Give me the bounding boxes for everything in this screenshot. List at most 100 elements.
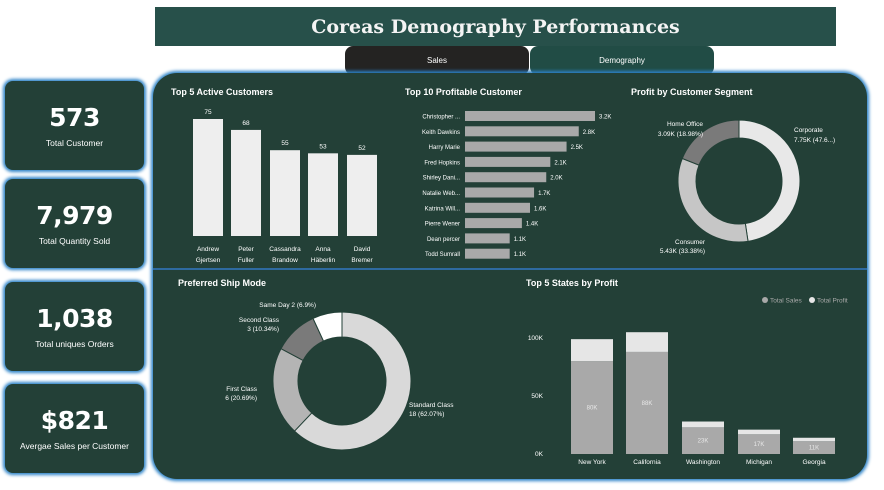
dashboard-title-bar: Coreas Demography Performances <box>155 7 836 46</box>
x-tick-label: California <box>633 459 661 466</box>
x-tick-label: New York <box>578 459 606 466</box>
profitable-customer-bar <box>465 233 510 244</box>
sales-bar-segment <box>571 361 613 454</box>
tab-sales[interactable]: Sales <box>345 46 529 75</box>
profit-bar-segment <box>571 339 613 362</box>
active-customer-bar <box>347 154 377 236</box>
bar-data-label: 1.6K <box>534 206 546 212</box>
bar-data-label: 53 <box>319 143 327 150</box>
slice-label: Second Class <box>239 317 280 324</box>
kpi-value: 1,038 <box>36 304 113 333</box>
y-tick-label: 0K <box>535 451 544 458</box>
segment-slice <box>738 119 801 242</box>
profitable-customer-bar <box>465 172 547 183</box>
profitable-customer-bar <box>465 126 579 137</box>
panel-divider <box>153 268 867 270</box>
bar-data-label: 2.5K <box>571 145 583 151</box>
slice-label: 5.43K (33.38%) <box>660 248 705 255</box>
legend-label: Total Profit <box>817 298 848 305</box>
states-profit-title: Top 5 States by Profit <box>526 278 618 288</box>
bar-data-label: 17K <box>754 442 765 448</box>
y-tick-label: 100K <box>528 335 544 342</box>
ship-mode-slice <box>272 347 313 432</box>
x-tick-label: Brandow <box>272 257 298 264</box>
legend-label: Total Sales <box>770 298 803 305</box>
segment-slice <box>681 119 740 166</box>
y-tick-label: Natalie Web... <box>422 191 460 197</box>
profitable-customer-bar <box>465 111 595 121</box>
legend-marker <box>762 297 768 303</box>
legend-marker <box>809 297 815 303</box>
bar-data-label: 23K <box>698 439 709 445</box>
x-tick-label: Andrew <box>197 246 219 253</box>
x-tick-label: David <box>354 246 371 253</box>
bar-data-label: 52 <box>358 145 366 152</box>
y-tick-label: 50K <box>531 393 543 400</box>
profit-bar-segment <box>626 332 668 352</box>
profitable-customer-bar <box>465 248 510 259</box>
y-tick-label: Fred Hopkins <box>424 160 460 166</box>
slice-label: First Class <box>226 386 257 393</box>
sales-bar-segment <box>626 351 668 454</box>
profitable-customers-title: Top 10 Profitable Customer <box>405 87 522 97</box>
slice-label: 3.09K (18.98%) <box>658 131 703 138</box>
y-tick-label: Todd Sumrall <box>425 252 460 258</box>
active-customer-bar <box>270 150 300 236</box>
bar-data-label: 55 <box>281 140 289 147</box>
x-tick-label: Anna <box>315 246 331 253</box>
ship-mode-slice <box>293 311 412 451</box>
kpi-value: 573 <box>49 103 100 132</box>
sales-bar-segment <box>682 427 724 454</box>
y-tick-label: Dean percer <box>427 237 460 243</box>
x-tick-label: Michigan <box>746 459 772 466</box>
bar-data-label: 2.8K <box>583 130 595 136</box>
bar-data-label: 2.1K <box>554 160 566 166</box>
dashboard-title: Coreas Demography Performances <box>311 15 680 38</box>
slice-label: Same Day 2 (6.9%) <box>259 302 316 309</box>
main-panel <box>153 73 867 479</box>
bar-data-label: 75 <box>204 109 212 116</box>
profit-bar-segment <box>738 429 780 435</box>
y-tick-label: Shirley Dani... <box>423 176 461 182</box>
active-customer-bar <box>231 129 261 236</box>
profitable-customer-bar <box>465 202 530 213</box>
sales-bar-segment <box>793 441 835 454</box>
kpi-card-total-quantity: 7,979 Total Quantity Sold <box>5 179 144 268</box>
active-customer-bar <box>308 153 338 236</box>
segment-slice <box>677 157 749 243</box>
y-tick-label: Pierre Wener <box>425 222 460 228</box>
kpi-label: Avergae Sales per Customer <box>20 441 129 451</box>
slice-label: 3 (10.34%) <box>247 326 279 333</box>
kpi-card-total-customer: 573 Total Customer <box>5 81 144 170</box>
kpi-label: Total Quantity Sold <box>38 236 111 246</box>
slice-label: 6 (20.69%) <box>225 395 257 402</box>
profit-bar-segment <box>793 437 835 442</box>
slice-label: 7.75K (47.6...) <box>794 137 835 144</box>
bar-data-label: 68 <box>242 120 250 127</box>
x-tick-label: Washington <box>686 459 720 466</box>
segment-profit-title: Profit by Customer Segment <box>631 87 753 97</box>
slice-label: 18 (62.07%) <box>409 411 444 418</box>
kpi-label: Total uniques Orders <box>35 339 114 349</box>
profitable-customer-bar <box>465 156 551 167</box>
bar-data-label: 1.1K <box>514 237 526 243</box>
ship-mode-slice <box>312 311 343 342</box>
profitable-customer-bar <box>465 187 535 198</box>
slice-label: Consumer <box>675 239 706 246</box>
bar-data-label: 88K <box>642 401 653 407</box>
y-tick-label: Katrina Will... <box>425 206 461 212</box>
y-tick-label: Harry Marie <box>429 145 461 151</box>
x-tick-label: Georgia <box>802 459 826 466</box>
tab-demography[interactable]: Demography <box>530 46 714 75</box>
profitable-customer-bar <box>465 218 522 229</box>
ship-mode-title: Preferred Ship Mode <box>178 278 267 288</box>
x-tick-label: Häberlin <box>311 257 336 264</box>
x-tick-label: Fuller <box>238 257 255 264</box>
x-tick-label: Peter <box>238 246 254 253</box>
slice-label: Corporate <box>794 127 823 134</box>
profitable-customer-bar <box>465 141 567 152</box>
active-customers-title: Top 5 Active Customers <box>171 87 274 97</box>
kpi-label: Total Customer <box>45 138 104 148</box>
active-customer-bar <box>193 119 223 236</box>
